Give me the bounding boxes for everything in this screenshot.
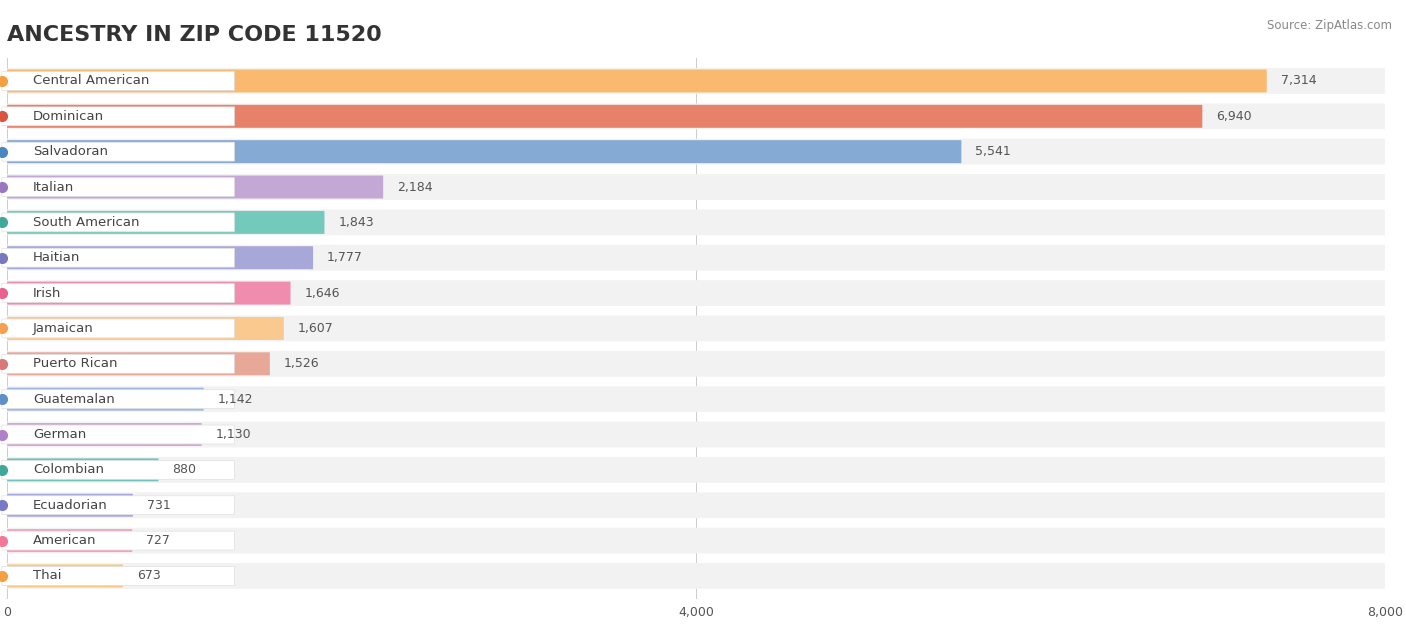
Text: 2,184: 2,184 — [396, 180, 433, 193]
FancyBboxPatch shape — [7, 68, 1385, 94]
FancyBboxPatch shape — [7, 316, 1385, 341]
FancyBboxPatch shape — [1, 283, 235, 303]
Text: 5,541: 5,541 — [976, 145, 1011, 158]
Text: Haitian: Haitian — [32, 251, 80, 264]
FancyBboxPatch shape — [1, 460, 235, 479]
FancyBboxPatch shape — [1, 390, 235, 408]
FancyBboxPatch shape — [1, 496, 235, 515]
FancyBboxPatch shape — [7, 422, 1385, 448]
FancyBboxPatch shape — [1, 531, 235, 550]
FancyBboxPatch shape — [7, 140, 962, 163]
Text: South American: South American — [32, 216, 139, 229]
FancyBboxPatch shape — [1, 425, 235, 444]
FancyBboxPatch shape — [1, 354, 235, 374]
FancyBboxPatch shape — [7, 174, 1385, 200]
FancyBboxPatch shape — [7, 351, 1385, 377]
Text: Source: ZipAtlas.com: Source: ZipAtlas.com — [1267, 19, 1392, 32]
Text: 880: 880 — [173, 464, 197, 477]
Text: Puerto Rican: Puerto Rican — [32, 357, 118, 370]
Text: 731: 731 — [146, 498, 170, 512]
Text: 1,843: 1,843 — [339, 216, 374, 229]
Text: 1,526: 1,526 — [284, 357, 319, 370]
FancyBboxPatch shape — [7, 459, 159, 481]
FancyBboxPatch shape — [7, 70, 1267, 93]
FancyBboxPatch shape — [7, 529, 132, 552]
FancyBboxPatch shape — [1, 71, 235, 90]
Text: Thai: Thai — [32, 569, 62, 582]
FancyBboxPatch shape — [7, 280, 1385, 306]
Text: Italian: Italian — [32, 180, 75, 193]
FancyBboxPatch shape — [7, 138, 1385, 165]
Text: American: American — [32, 534, 97, 547]
FancyBboxPatch shape — [7, 352, 270, 375]
FancyBboxPatch shape — [7, 104, 1385, 129]
FancyBboxPatch shape — [7, 564, 122, 587]
FancyBboxPatch shape — [1, 178, 235, 196]
Text: Irish: Irish — [32, 287, 62, 299]
FancyBboxPatch shape — [1, 249, 235, 267]
Text: 1,142: 1,142 — [218, 393, 253, 406]
FancyBboxPatch shape — [1, 142, 235, 161]
FancyBboxPatch shape — [7, 209, 1385, 235]
Text: 6,940: 6,940 — [1216, 109, 1251, 123]
Text: 1,777: 1,777 — [326, 251, 363, 264]
FancyBboxPatch shape — [7, 386, 1385, 412]
Text: Colombian: Colombian — [32, 464, 104, 477]
FancyBboxPatch shape — [1, 107, 235, 126]
Text: German: German — [32, 428, 86, 441]
Text: Guatemalan: Guatemalan — [32, 393, 115, 406]
Text: Salvadoran: Salvadoran — [32, 145, 108, 158]
FancyBboxPatch shape — [7, 388, 204, 411]
FancyBboxPatch shape — [7, 245, 1385, 270]
Text: 673: 673 — [136, 569, 160, 582]
FancyBboxPatch shape — [7, 105, 1202, 128]
FancyBboxPatch shape — [7, 281, 291, 305]
FancyBboxPatch shape — [7, 492, 1385, 518]
FancyBboxPatch shape — [7, 246, 314, 269]
Text: 727: 727 — [146, 534, 170, 547]
Text: Ecuadorian: Ecuadorian — [32, 498, 108, 512]
FancyBboxPatch shape — [7, 563, 1385, 589]
FancyBboxPatch shape — [7, 457, 1385, 483]
FancyBboxPatch shape — [7, 317, 284, 340]
Text: Dominican: Dominican — [32, 109, 104, 123]
FancyBboxPatch shape — [1, 319, 235, 338]
FancyBboxPatch shape — [7, 211, 325, 234]
Text: ANCESTRY IN ZIP CODE 11520: ANCESTRY IN ZIP CODE 11520 — [7, 25, 382, 45]
FancyBboxPatch shape — [7, 176, 384, 198]
FancyBboxPatch shape — [7, 423, 201, 446]
FancyBboxPatch shape — [7, 494, 134, 516]
Text: 7,314: 7,314 — [1281, 75, 1316, 88]
Text: 1,607: 1,607 — [298, 322, 333, 335]
FancyBboxPatch shape — [1, 213, 235, 232]
Text: 1,646: 1,646 — [304, 287, 340, 299]
Text: Central American: Central American — [32, 75, 149, 88]
FancyBboxPatch shape — [1, 567, 235, 585]
Text: Jamaican: Jamaican — [32, 322, 94, 335]
FancyBboxPatch shape — [7, 527, 1385, 553]
Text: 1,130: 1,130 — [215, 428, 252, 441]
